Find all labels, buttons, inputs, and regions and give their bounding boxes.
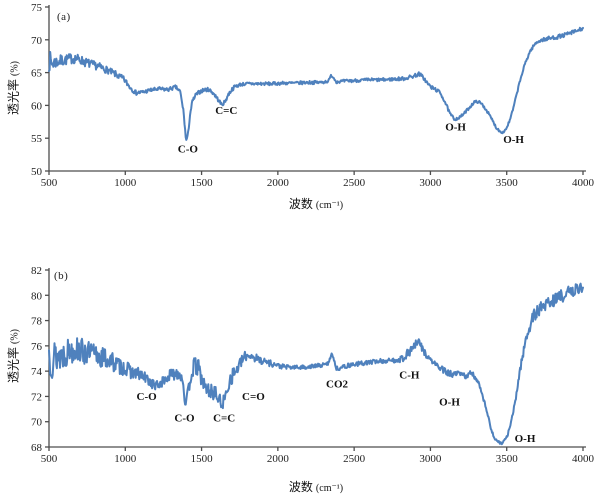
y-tick-label: 76 xyxy=(31,341,43,353)
x-tick-label: 3000 xyxy=(419,177,442,189)
peak-annotation: O-H xyxy=(445,121,466,133)
chart-panel-a: 50 55 60 65 70 75 500 1000 1500 2000 2500 3000 3500 4… xyxy=(0,0,600,222)
y-tick-label: 78 xyxy=(31,316,43,328)
peak-annotation: C-O xyxy=(174,413,195,425)
x-tick-label: 3500 xyxy=(496,453,519,465)
y-axis-title-a: 透光率 (%) xyxy=(5,61,22,115)
x-axis-unit-b: (cm⁻¹) xyxy=(315,483,344,494)
x-tick-label: 2000 xyxy=(267,453,290,465)
peak-annotation: C-O xyxy=(178,144,199,156)
y-tick-label: 60 xyxy=(31,100,43,112)
x-tick-label: 1000 xyxy=(114,453,137,465)
x-tick-label: 4000 xyxy=(572,177,595,189)
peak-annotation: CO2 xyxy=(326,379,349,391)
x-tick-label: 500 xyxy=(41,177,58,189)
x-tick-label: 500 xyxy=(41,453,58,465)
y-tick-label: 70 xyxy=(31,417,43,429)
x-tick-label: 4000 xyxy=(572,453,595,465)
y-tick-label: 70 xyxy=(31,35,43,47)
x-axis-title-b: 波数 (cm⁻¹) xyxy=(49,478,583,495)
x-tick-label: 2500 xyxy=(343,177,366,189)
peak-annotation: O-H xyxy=(515,433,536,445)
x-tick-label: 2000 xyxy=(267,177,290,189)
x-axis-label-b: 波数 xyxy=(288,480,313,494)
y-axis-label-b: 透光率 xyxy=(6,346,21,384)
x-tick-label: 2500 xyxy=(343,453,366,465)
x-tick-label: 1000 xyxy=(114,177,137,189)
y-tick-label: 80 xyxy=(31,290,43,302)
axes-lines xyxy=(48,268,586,448)
panel-label-b: (b) xyxy=(54,270,69,282)
x-tick-label: 1500 xyxy=(191,177,214,189)
x-tick-label: 3500 xyxy=(496,177,519,189)
x-tick-label: 1500 xyxy=(191,453,214,465)
x-tick-label: 3000 xyxy=(419,453,442,465)
peak-annotation: C=C xyxy=(213,413,235,425)
peak-annotation: O-H xyxy=(439,396,460,408)
y-tick-label: 68 xyxy=(31,442,43,454)
y-tick-label: 55 xyxy=(31,133,43,145)
peak-annotation: C=C xyxy=(215,105,237,117)
peak-annotation: C-O xyxy=(137,391,158,403)
spectrum-line xyxy=(48,282,584,446)
x-axis-title-a: 波数 (cm⁻¹) xyxy=(49,195,583,212)
y-tick-label: 74 xyxy=(31,366,43,378)
peak-annotation: C=O xyxy=(242,391,265,403)
panel-label-a: (a) xyxy=(57,11,71,23)
y-tick-label: 72 xyxy=(31,391,42,403)
y-axis-label-a: 透光率 xyxy=(6,78,21,116)
y-tick-label: 82 xyxy=(31,265,42,277)
plot-a: 50 55 60 65 70 75 500 1000 1500 2000 2500 3000 3500 4… xyxy=(31,2,595,189)
y-axis-unit-a: (%) xyxy=(9,60,21,76)
peak-annotation: C-H xyxy=(399,370,420,382)
x-axis-label-a: 波数 xyxy=(288,197,313,211)
plot-b: 68 70 72 74 76 78 80 82 500 1000 1500 2000 2500 3000 3… xyxy=(31,265,595,465)
y-axis-unit-b: (%) xyxy=(9,328,21,344)
y-axis-title-b: 透光率 (%) xyxy=(5,329,22,383)
x-axis-unit-a: (cm⁻¹) xyxy=(315,200,344,211)
spectrum-line xyxy=(48,26,584,141)
y-tick-label: 75 xyxy=(31,2,43,14)
peak-annotation: O-H xyxy=(503,134,524,146)
y-tick-label: 50 xyxy=(31,166,43,178)
y-tick-label: 65 xyxy=(31,68,43,80)
chart-panel-b: 68 70 72 74 76 78 80 82 500 1000 1500 2000 2500 3000 3… xyxy=(0,253,600,500)
